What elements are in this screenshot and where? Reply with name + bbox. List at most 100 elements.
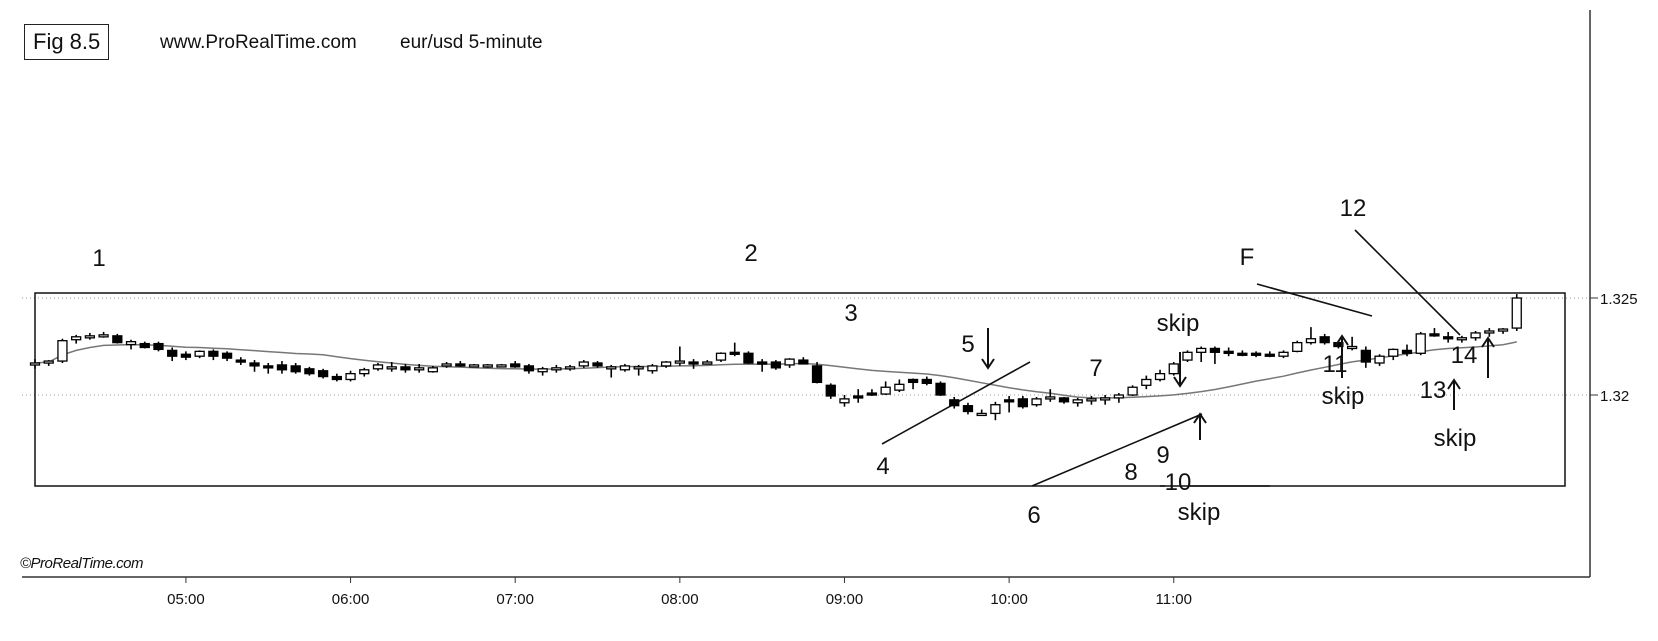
candle <box>1443 331 1454 343</box>
candle <box>1264 351 1275 358</box>
watermark: ©ProRealTime.com <box>20 555 143 572</box>
candle <box>263 362 274 374</box>
annotation-label: 3 <box>844 300 857 327</box>
candle <box>798 357 809 365</box>
candle <box>1209 346 1221 364</box>
annotation-label: skip <box>1434 425 1477 452</box>
annotation-label: 2 <box>744 240 757 267</box>
x-tick-label: 08:00 <box>661 591 699 608</box>
candle-body <box>221 352 233 359</box>
candle-body <box>1388 348 1399 357</box>
candle-body <box>1484 330 1495 334</box>
candle <box>167 347 178 362</box>
candle <box>153 341 164 352</box>
candle <box>221 351 233 362</box>
candle <box>317 368 329 379</box>
candle-body <box>84 335 96 339</box>
arrow-icon <box>981 328 995 370</box>
candle-body <box>235 359 246 363</box>
candle-body <box>1072 399 1083 404</box>
trendline-F <box>1256 283 1373 317</box>
candle-body <box>1168 363 1179 375</box>
axis-ticks: 1.32 1.325 05:00 06:00 07:00 08:00 09:00 10:00 1… <box>167 291 1637 608</box>
candle-body <box>1429 333 1440 337</box>
candle-body <box>304 368 315 375</box>
candle-body <box>592 362 603 367</box>
candle <box>1346 336 1358 351</box>
candle-body <box>660 361 672 367</box>
annotation-label: 4 <box>876 453 889 480</box>
x-tick-label: 07:00 <box>496 591 534 608</box>
candle-body <box>523 365 535 372</box>
candle-body <box>688 361 699 365</box>
candle <box>907 378 919 390</box>
candle-body <box>770 361 782 369</box>
arrow-icon <box>1173 352 1187 388</box>
candle <box>564 364 576 371</box>
candle <box>1497 328 1509 334</box>
candle <box>592 361 603 368</box>
candle-body <box>194 350 205 357</box>
annotation-label: skip <box>1157 310 1200 337</box>
candle-body <box>1154 373 1166 381</box>
candle <box>57 338 68 363</box>
candle-body <box>880 386 891 395</box>
candle-body <box>1196 347 1207 353</box>
candle-body <box>1346 345 1358 350</box>
candle-body <box>441 363 452 367</box>
candle <box>249 360 260 372</box>
annotation-label: 12 <box>1340 195 1367 222</box>
y-tick-label: 1.325 <box>1600 291 1638 308</box>
grid-lines <box>22 297 1590 396</box>
candle <box>688 359 699 369</box>
candle-body <box>619 365 631 371</box>
trendline-12 <box>1354 229 1461 336</box>
candle <box>43 360 54 366</box>
x-tick-label: 09:00 <box>826 591 864 608</box>
candle <box>1305 327 1317 345</box>
candle-body <box>359 369 370 375</box>
candle-body <box>29 362 41 366</box>
candle-body <box>537 368 548 373</box>
candle <box>935 381 946 396</box>
candle-body <box>1017 398 1028 408</box>
candle <box>1113 393 1125 403</box>
annotation-label: 1 <box>92 245 105 272</box>
candle-body <box>249 362 260 367</box>
annotation-label: 5 <box>961 331 974 358</box>
candle <box>784 358 795 368</box>
candle <box>702 360 713 365</box>
candle <box>866 389 878 396</box>
candle <box>606 364 617 378</box>
candle <box>1388 348 1399 361</box>
candle <box>757 359 768 372</box>
annotation-label: 13 <box>1420 377 1447 404</box>
candle <box>894 379 905 393</box>
candle-body <box>276 364 288 371</box>
candle-body <box>1031 398 1042 406</box>
annotation-label: F <box>1240 244 1255 271</box>
candle-body <box>1278 351 1289 357</box>
candle-body <box>167 349 178 357</box>
candle <box>372 362 384 371</box>
candle <box>1484 328 1495 337</box>
candle-body <box>345 373 356 381</box>
annotation-label: skip <box>1322 383 1365 410</box>
candle-body <box>647 365 658 372</box>
candle-body <box>71 336 82 341</box>
candle-body <box>400 366 411 371</box>
candle-body <box>757 361 768 365</box>
trading-range-box <box>34 292 1566 487</box>
trendline-6-10 <box>1031 413 1203 487</box>
candle-body <box>1182 351 1193 361</box>
annotation-label: 11 <box>1323 351 1348 378</box>
candle-body <box>578 361 589 367</box>
candle-body <box>468 364 480 368</box>
candle-body <box>674 360 685 364</box>
site-label: www.ProRealTime.com <box>160 32 357 53</box>
candle-body <box>1141 378 1152 386</box>
candle-body <box>839 398 850 404</box>
candle <box>510 361 521 368</box>
candle <box>1058 396 1070 404</box>
